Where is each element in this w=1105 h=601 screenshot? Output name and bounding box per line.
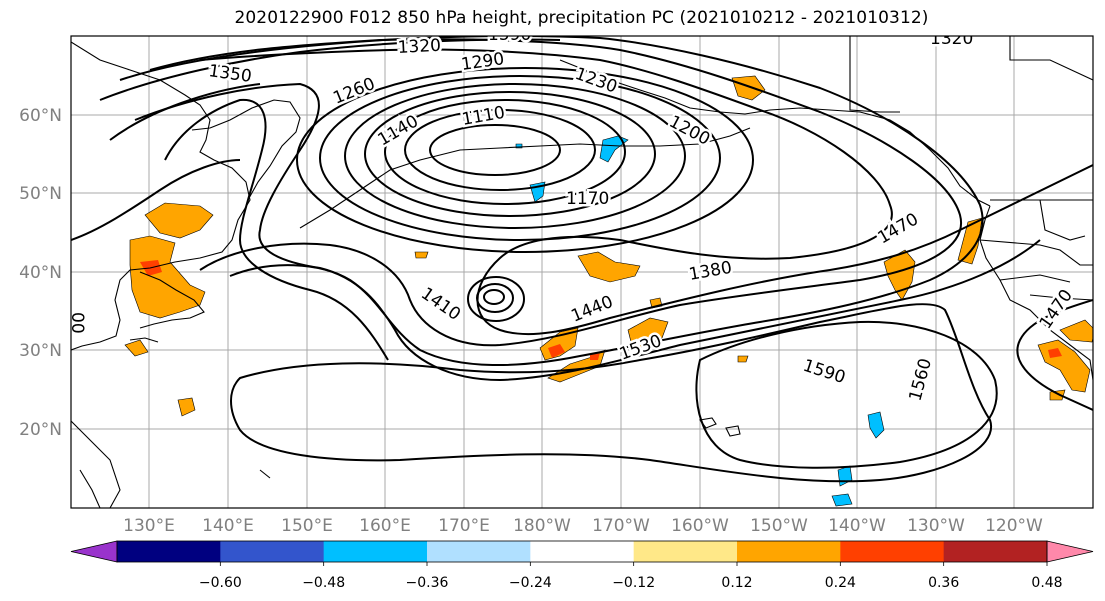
colorbar-tick-label: 0.48 <box>1031 575 1062 591</box>
colorbar-tick-label: −0.60 <box>199 575 242 591</box>
lon-tick-label: 130°E <box>123 516 175 536</box>
colorbar-outline <box>116 540 1048 563</box>
lon-tick-label: 170°E <box>438 516 490 536</box>
colorbar-segment <box>220 541 325 562</box>
colorbar-segment <box>737 541 841 562</box>
lon-tick-label: 140°E <box>202 516 254 536</box>
colorbar-tick-label: 0.12 <box>721 575 752 591</box>
lat-tick-label: 30°N <box>19 341 62 361</box>
colorbar-segment <box>427 541 531 562</box>
colorbar-tick-label: 0.36 <box>928 575 959 591</box>
lat-tick-label: 40°N <box>19 263 62 283</box>
lat-tick-label: 60°N <box>19 106 62 126</box>
height-contours <box>71 36 1093 483</box>
colorbar-segment <box>943 541 1048 562</box>
lon-tick-label: 180°W <box>513 516 571 536</box>
latitude-axis: 60°N 50°N 40°N 30°N 20°N <box>19 106 62 440</box>
colorbar-tick-label: −0.48 <box>302 575 345 591</box>
lon-tick-label: 120°W <box>985 516 1043 536</box>
contour-label: 1170 <box>566 189 609 209</box>
coastlines <box>71 36 1093 508</box>
colorbar-tick-label: −0.24 <box>509 575 552 591</box>
lon-tick-label: 150°E <box>281 516 333 536</box>
contour-label: 1320 <box>397 36 441 58</box>
plot-title: 2020122900 F012 850 hPa height, precipit… <box>234 8 929 28</box>
colorbar-extend-low <box>70 540 118 563</box>
contour-label-partial: 1320 <box>930 29 973 49</box>
colorbar-tick-label: −0.12 <box>612 575 655 591</box>
colorbar-segment <box>530 541 635 562</box>
lon-tick-label: 150°W <box>750 516 808 536</box>
colorbar-tick-label: −0.36 <box>406 575 449 591</box>
precip-shading <box>124 75 1093 507</box>
colorbar: −0.60 −0.48 −0.36 −0.24 −0.12 0.12 0.24 0.36 0.4… <box>70 540 1094 591</box>
colorbar-segment <box>323 541 428 562</box>
lon-tick-label: 170°W <box>592 516 650 536</box>
colorbar-segment <box>633 541 738 562</box>
lon-tick-label: 160°E <box>359 516 411 536</box>
colorbar-extend-high <box>1046 540 1094 563</box>
map-frame <box>70 35 1094 509</box>
lon-tick-label: 160°W <box>671 516 729 536</box>
colorbar-tick-label: 0.24 <box>825 575 856 591</box>
contour-label-partial: 00 <box>67 312 87 334</box>
lat-tick-label: 50°N <box>19 184 62 204</box>
lat-tick-label: 20°N <box>19 420 62 440</box>
longitude-axis: 130°E 140°E 150°E 160°E 170°E 180°W 170°W 160°W… <box>123 516 1043 536</box>
contour-label-partial: 1590 <box>488 25 531 45</box>
lon-tick-label: 140°W <box>828 516 886 536</box>
colorbar-segment <box>840 541 945 562</box>
lon-tick-label: 130°W <box>907 516 965 536</box>
colorbar-segment <box>117 541 221 562</box>
